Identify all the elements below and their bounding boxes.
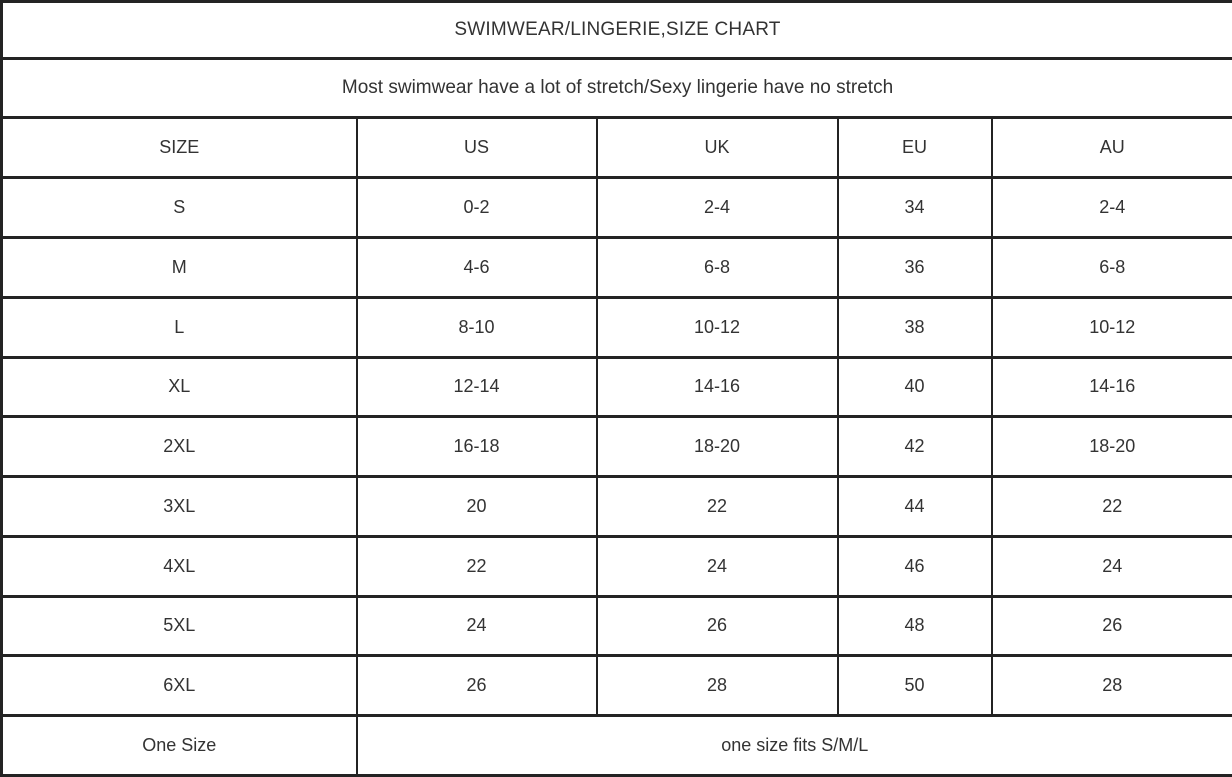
eu-cell: 36	[836, 235, 993, 299]
us-cell: 26	[355, 654, 598, 718]
column-header-au: AU	[990, 116, 1232, 180]
size-cell: XL	[0, 355, 358, 419]
uk-cell: 24	[595, 534, 839, 598]
us-cell: 24	[355, 594, 598, 658]
us-cell: 22	[355, 534, 598, 598]
eu-cell: 38	[836, 295, 993, 359]
uk-cell: 14-16	[595, 355, 839, 419]
size-cell: L	[0, 295, 358, 359]
uk-cell: 26	[595, 594, 839, 658]
table-row-l: L 8-10 10-12 38 10-12	[0, 295, 1232, 359]
table-row-s: S 0-2 2-4 34 2-4	[0, 176, 1232, 239]
table-row-4xl: 4XL 22 24 46 24	[0, 534, 1232, 598]
column-header-uk: UK	[595, 116, 839, 180]
table-row-2xl: 2XL 16-18 18-20 42 18-20	[0, 415, 1232, 479]
us-cell: 8-10	[355, 295, 598, 359]
au-cell: 22	[990, 475, 1232, 538]
eu-cell: 40	[836, 355, 993, 419]
uk-cell: 22	[595, 475, 839, 538]
table-row-one-size: One Size one size fits S/M/L	[0, 714, 1232, 777]
table-row-m: M 4-6 6-8 36 6-8	[0, 235, 1232, 299]
uk-cell: 6-8	[595, 235, 839, 299]
au-cell: 28	[990, 654, 1232, 718]
uk-cell: 10-12	[595, 295, 839, 359]
header-row: SIZE US UK EU AU	[0, 116, 1232, 180]
stretch-note: Most swimwear have a lot of stretch/Sexy…	[0, 56, 1232, 120]
chart-title: SWIMWEAR/LINGERIE,SIZE CHART	[0, 0, 1232, 60]
au-cell: 10-12	[990, 295, 1232, 359]
size-cell: One Size	[0, 714, 358, 777]
us-cell: 16-18	[355, 415, 598, 479]
au-cell: 18-20	[990, 415, 1232, 479]
eu-cell: 48	[836, 594, 993, 658]
column-header-size: SIZE	[0, 116, 358, 180]
size-cell: 5XL	[0, 594, 358, 658]
column-header-us: US	[355, 116, 598, 180]
uk-cell: 2-4	[595, 176, 839, 239]
uk-cell: 18-20	[595, 415, 839, 479]
size-cell: 6XL	[0, 654, 358, 718]
au-cell: 26	[990, 594, 1232, 658]
eu-cell: 42	[836, 415, 993, 479]
eu-cell: 46	[836, 534, 993, 598]
us-cell: 12-14	[355, 355, 598, 419]
us-cell: 0-2	[355, 176, 598, 239]
eu-cell: 44	[836, 475, 993, 538]
table-row-6xl: 6XL 26 28 50 28	[0, 654, 1232, 718]
us-cell: 4-6	[355, 235, 598, 299]
size-cell: 3XL	[0, 475, 358, 538]
size-cell: M	[0, 235, 358, 299]
au-cell: 24	[990, 534, 1232, 598]
table-row-xl: XL 12-14 14-16 40 14-16	[0, 355, 1232, 419]
au-cell: 14-16	[990, 355, 1232, 419]
au-cell: 6-8	[990, 235, 1232, 299]
one-size-note-cell: one size fits S/M/L	[355, 714, 1232, 777]
size-cell: S	[0, 176, 358, 239]
eu-cell: 50	[836, 654, 993, 718]
note-row: Most swimwear have a lot of stretch/Sexy…	[0, 56, 1232, 120]
table-row-5xl: 5XL 24 26 48 26	[0, 594, 1232, 658]
au-cell: 2-4	[990, 176, 1232, 239]
column-header-eu: EU	[836, 116, 993, 180]
title-row: SWIMWEAR/LINGERIE,SIZE CHART	[0, 0, 1232, 60]
size-cell: 2XL	[0, 415, 358, 479]
us-cell: 20	[355, 475, 598, 538]
table-row-3xl: 3XL 20 22 44 22	[0, 475, 1232, 538]
size-cell: 4XL	[0, 534, 358, 598]
eu-cell: 34	[836, 176, 993, 239]
uk-cell: 28	[595, 654, 839, 718]
